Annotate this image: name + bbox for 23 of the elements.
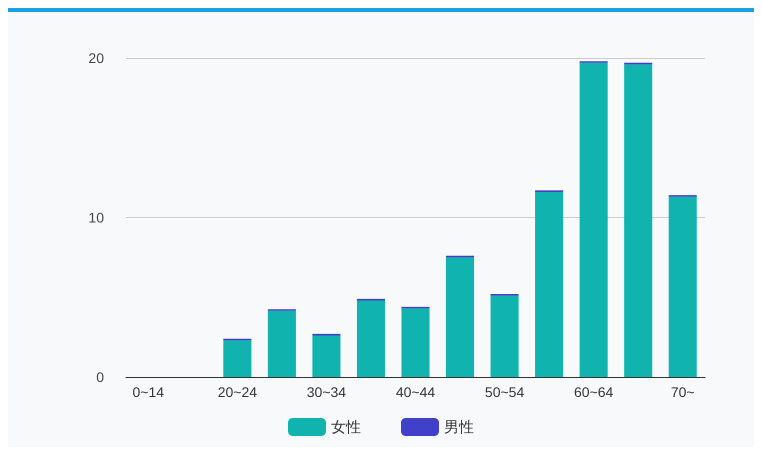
- y-tick-label: 0: [96, 369, 104, 385]
- y-tick-label: 10: [88, 210, 104, 226]
- x-tick-label: 0~14: [132, 384, 164, 400]
- x-tick-label: 30~34: [306, 384, 346, 400]
- bar: [624, 64, 652, 377]
- bar: [580, 62, 608, 377]
- bar: [223, 340, 252, 377]
- bar: [446, 257, 474, 377]
- y-tick-label: 20: [88, 50, 104, 66]
- legend-label: 女性: [331, 418, 361, 436]
- legend-label: 男性: [444, 418, 474, 436]
- bar: [268, 310, 296, 377]
- x-tick-label: 20~24: [218, 384, 258, 400]
- x-tick-label: 60~64: [574, 384, 614, 400]
- x-tick-label: 50~54: [484, 384, 524, 400]
- bar: [356, 300, 385, 377]
- bar: [401, 308, 430, 377]
- bar: [535, 192, 564, 377]
- bar: [668, 196, 697, 377]
- bar: [312, 336, 340, 377]
- bar: [490, 296, 519, 377]
- x-tick-label: 70~: [670, 384, 695, 400]
- x-tick-label: 40~44: [396, 384, 436, 400]
